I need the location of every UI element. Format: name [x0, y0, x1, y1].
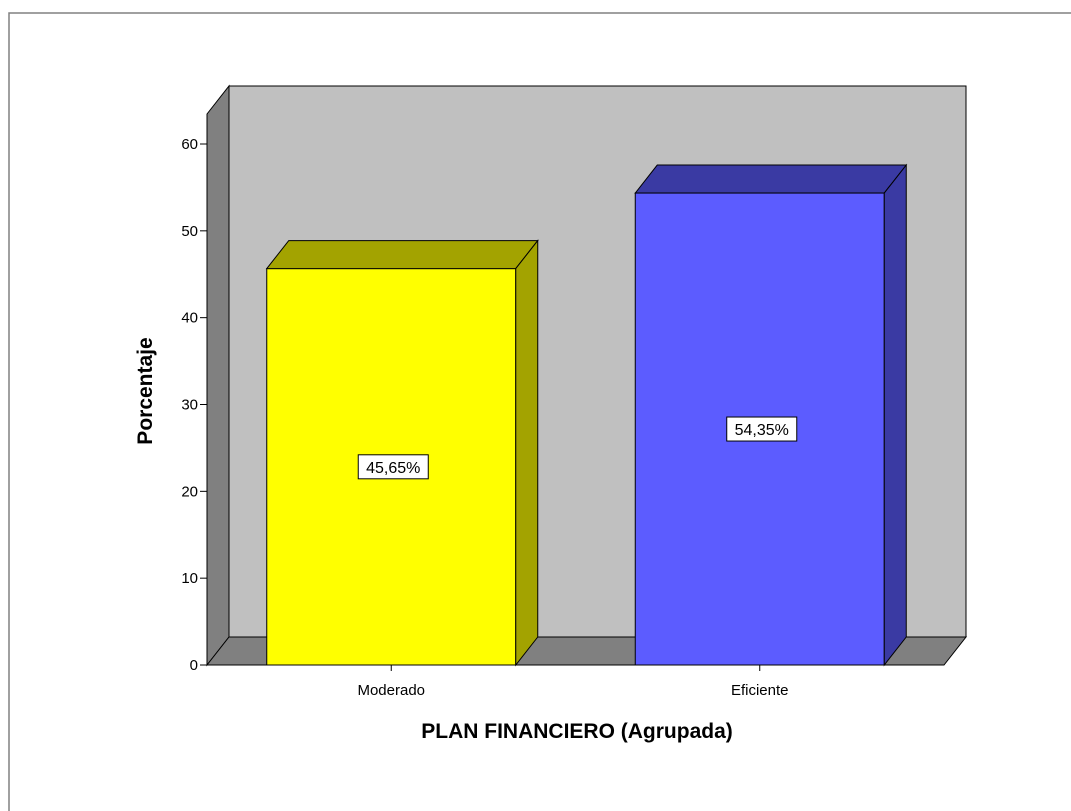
- data-label-box: [726, 416, 798, 442]
- y-tick-label: 60: [181, 136, 198, 153]
- data-label-text: 45,65%: [366, 460, 420, 477]
- bar-top: [265, 240, 539, 270]
- x-tick-label: Moderado: [357, 682, 425, 699]
- y-tick-label: 40: [181, 310, 198, 327]
- y-ticks: 0 10 20 30 40 50 60: [181, 136, 207, 674]
- data-label-text: 54,35%: [735, 422, 789, 439]
- x-tick-label: Eficiente: [731, 682, 789, 699]
- bar-side: [515, 239, 539, 667]
- bars: [265, 163, 908, 667]
- data-labels: 45,65% 54,35%: [357, 416, 798, 480]
- bar-side: [883, 163, 907, 667]
- bar-moderado: [265, 239, 539, 667]
- y-axis-title: Porcentaje: [134, 337, 157, 444]
- bar-top: [634, 164, 908, 194]
- x-axis-title: PLAN FINANCIERO (Agrupada): [421, 720, 733, 743]
- y-tick-label: 10: [181, 570, 198, 587]
- data-label-box: [357, 454, 429, 480]
- x-tick-labels: Moderado Eficiente: [357, 665, 789, 699]
- data-label: 45,65%: [357, 454, 429, 480]
- y-tick-label: 20: [181, 483, 198, 500]
- y-tick-label: 30: [181, 397, 198, 414]
- side-wall: [206, 84, 230, 667]
- bar-eficiente: [634, 163, 908, 667]
- data-label: 54,35%: [726, 416, 798, 442]
- y-tick-label: 50: [181, 223, 198, 240]
- y-tick-label: 0: [190, 657, 198, 674]
- chart-border: [8, 12, 1071, 811]
